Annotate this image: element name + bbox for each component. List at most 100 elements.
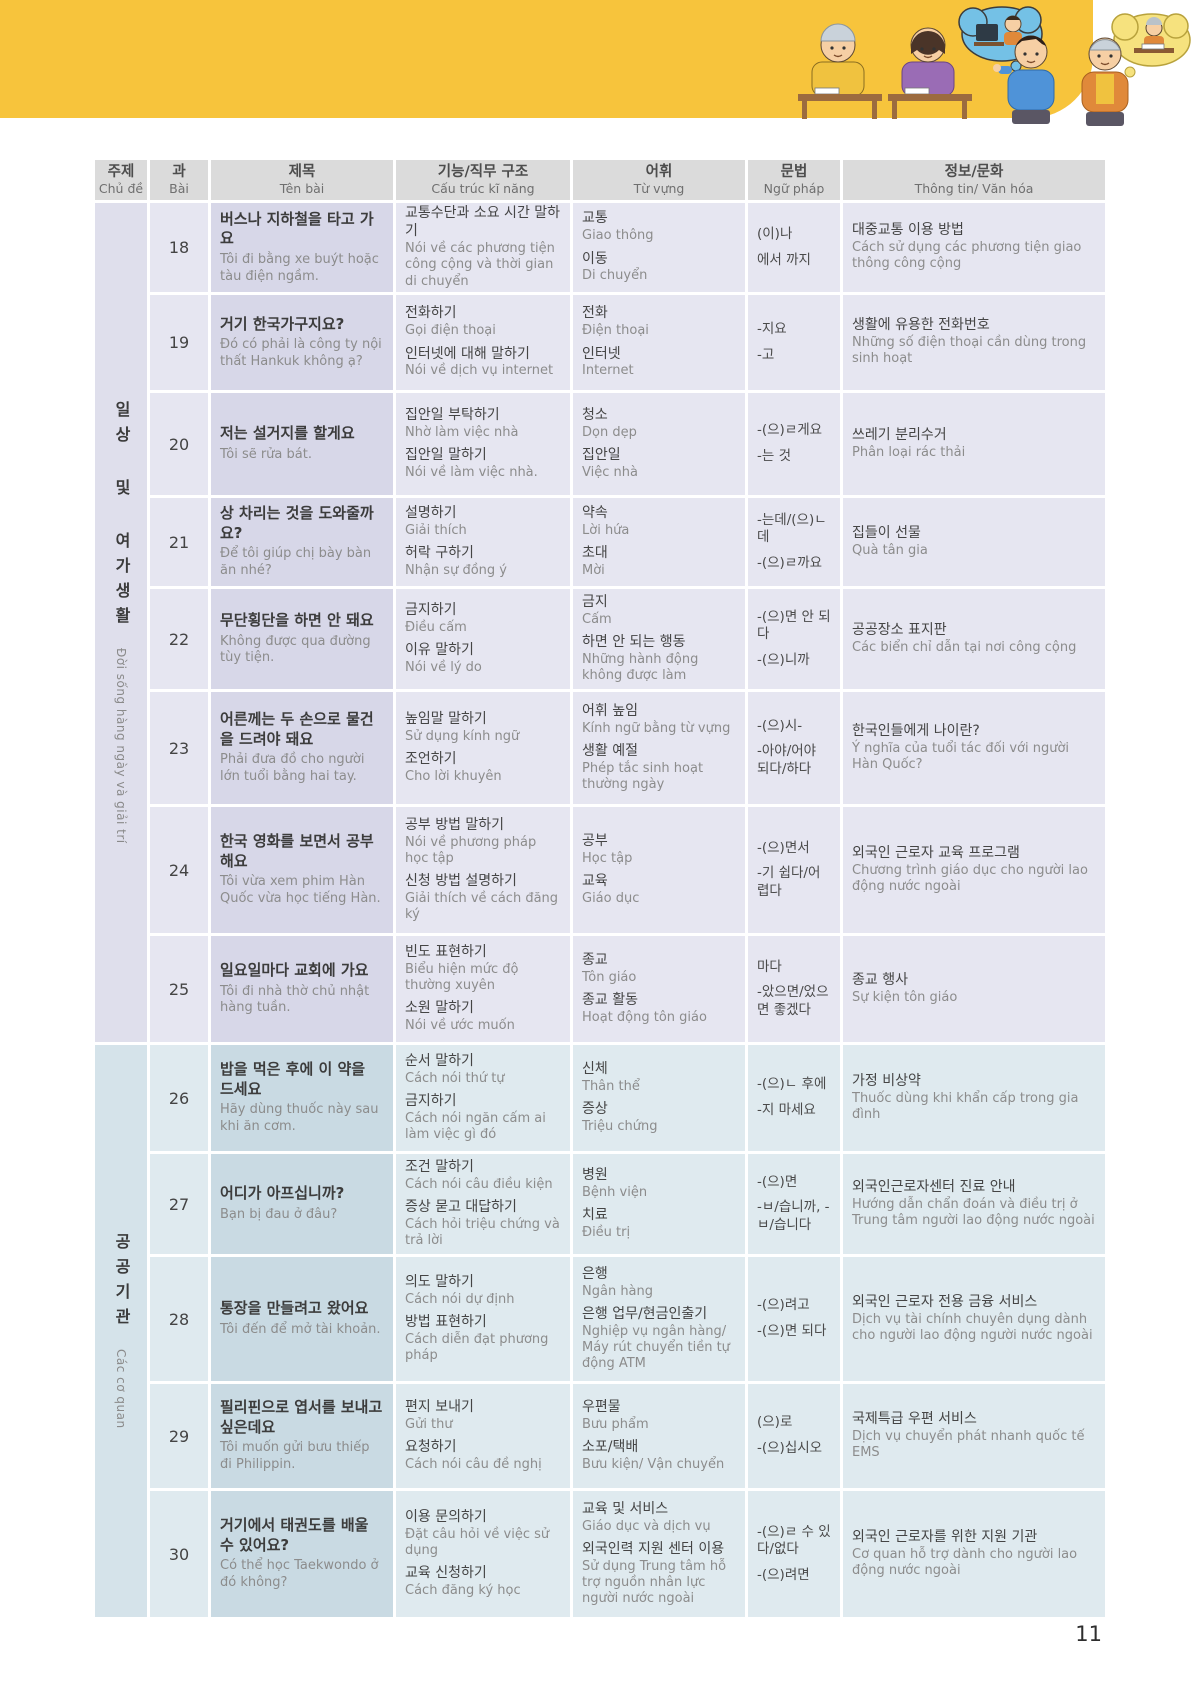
lesson-title-ko: 버스나 지하철을 타고 가요 (220, 209, 374, 248)
student-standing-man-icon (993, 35, 1055, 124)
skill-vi: Cách đăng ký học (405, 1583, 521, 1599)
thought-bubble-computer-icon (958, 6, 1043, 72)
lesson-title-cell: 거기 한국가구지요? Đó có phải là công ty nội thất… (211, 295, 393, 390)
info-item: 한국인들에게 나이란? Ý nghĩa của tuổi tác đối với … (852, 723, 1096, 773)
skill-ko: 교육 신청하기 (405, 1565, 487, 1582)
vocab-item: 외국인력 지원 센터 이용 Sử dụng Trung tâm hỗ trợ ng… (582, 1541, 736, 1608)
skills-cell: 집안일 부탁하기 Nhờ làm việc nhà 집안일 말하기 Nói về là… (396, 393, 570, 495)
grammar-item: -(으)려면 (757, 1566, 810, 1583)
grammar-item: -는데/(으)ㄴ데 (757, 511, 827, 546)
grammar-cell: -(으)면 -ㅂ/습니까, -ㅂ/습니다 (748, 1154, 840, 1254)
grammar-item: -(으)니까 (757, 651, 810, 668)
vocab-vi: Giao thông (582, 228, 654, 244)
vocab-cell: 종교 Tôn giáo 종교 활동 Hoạt động tôn giáo (573, 936, 745, 1042)
skills-cell: 전화하기 Gọi điện thoại 인터넷에 대해 말하기 Nói về dịch… (396, 295, 570, 390)
grammar-item: -ㅂ/습니까, -ㅂ/습니다 (757, 1199, 830, 1233)
skill-ko: 신청 방법 설명하기 (405, 873, 517, 889)
lesson-number: 30 (150, 1491, 208, 1617)
vocab-cell: 우편물 Bưu phẩm 소포/택배 Bưu kiện/ Vận chuyển (573, 1384, 745, 1488)
skills-cell: 금지하기 Điều cấm 이유 말하기 Nói về lý do (396, 589, 570, 689)
info-ko: 집들이 선물 (852, 524, 921, 541)
skill-item: 이유 말하기 Nói về lý do (405, 642, 561, 676)
vocab-item: 집안일 Việc nhà (582, 447, 736, 481)
header-label-vi: Chủ đề (98, 180, 144, 196)
vocab-item: 이동 Di chuyển (582, 251, 736, 285)
lesson-title-vi: Bạn bị đau ở đâu? (220, 1206, 338, 1222)
lesson-title-vi: Đó có phải là công ty nội thất Hankuk kh… (220, 337, 382, 369)
skill-vi: Cách nói ngăn cấm ai làm việc gì đó (405, 1110, 546, 1143)
vocab-ko: 교육 (582, 873, 608, 889)
grammar-item: (이)나 (757, 225, 793, 242)
lesson-title-vi: Hãy dùng thuốc này sau khi ăn cơm. (220, 1102, 379, 1134)
skills-cell: 빈도 표현하기 Biểu hiện mức độ thường xuyên 소원 말… (396, 936, 570, 1042)
skills-cell: 조건 말하기 Cách nói câu điều kiện 증상 묻고 대답하기 Cá… (396, 1154, 570, 1254)
vocab-vi: Kính ngữ bằng từ vựng (582, 720, 731, 736)
lesson-title-vi: Tôi đến để mở tài khoản. (220, 1321, 381, 1337)
header-label-ko: 어휘 (645, 164, 673, 181)
vocab-vi: Điều trị (582, 1224, 631, 1240)
info-vi: Quà tân gia (852, 542, 928, 558)
vocab-item: 우편물 Bưu phẩm (582, 1399, 736, 1433)
lesson-number: 29 (150, 1384, 208, 1488)
vocab-ko: 소포/택배 (582, 1439, 639, 1455)
lesson-title-ko: 저는 설거지를 할게요 (220, 424, 355, 443)
grammar-cell: -(으)시- -아야/어야 되다/하다 (748, 692, 840, 804)
grammar-item: -(으)면 안 되다 (757, 608, 831, 643)
vocab-cell: 전화 Điện thoại 인터넷 Internet (573, 295, 745, 390)
grammar-item: -지요 (757, 320, 787, 337)
vocab-cell: 교통 Giao thông 이동 Di chuyển (573, 203, 745, 292)
info-cell: 국제특급 우편 서비스 Dịch vụ chuyển phát nhanh quố… (843, 1384, 1105, 1488)
vocab-vi: Dọn dẹp (582, 424, 637, 440)
info-cell: 외국인 근로자 전용 금융 서비스 Dịch vụ tài chính chuyê… (843, 1257, 1105, 1381)
skill-item: 소원 말하기 Nói về ước muốn (405, 1000, 561, 1034)
header-label-vi: Cấu trúc kĩ năng (431, 180, 535, 196)
grammar-item: -(으)ㄹ까요 (757, 554, 823, 571)
skill-item: 방법 표현하기 Cách diễn đạt phương pháp (405, 1314, 561, 1364)
vocab-vi: Di chuyển (582, 268, 648, 284)
skill-ko: 설명하기 (405, 504, 457, 521)
vocab-item: 공부 Học tập (582, 833, 736, 867)
skill-vi: Cách nói dự định (405, 1291, 515, 1307)
info-item: 외국인근로자센터 진료 안내 Hướng dẫn chẩn đoán và điề… (852, 1179, 1096, 1229)
vocab-cell: 청소 Dọn dẹp 집안일 Việc nhà (573, 393, 745, 495)
info-vi: Hướng dẫn chẩn đoán và điều trị ở Trung … (852, 1196, 1095, 1228)
skill-vi: Cách nói câu điều kiện (405, 1176, 553, 1192)
skill-vi: Giải thích (405, 522, 467, 538)
skill-item: 신청 방법 설명하기 Giải thích về cách đăng ký (405, 873, 561, 923)
info-ko: 종교 행사 (852, 971, 908, 988)
vocab-ko: 교육 및 서비스 (582, 1500, 669, 1517)
lesson-number: 28 (150, 1257, 208, 1381)
info-ko: 쓰레기 분리수거 (852, 426, 947, 443)
skill-item: 전화하기 Gọi điện thoại (405, 305, 561, 339)
vocab-item: 병원 Bệnh viện (582, 1167, 736, 1201)
skill-ko: 방법 표현하기 (405, 1313, 487, 1330)
skill-ko: 허락 구하기 (405, 545, 474, 561)
info-vi: Chương trình giáo dục cho người lao động… (852, 862, 1088, 894)
skill-ko: 높임말 말하기 (405, 710, 487, 727)
grammar-item: -고 (757, 346, 775, 363)
info-ko: 대중교통 이용 방법 (852, 222, 964, 239)
lesson-title-cell: 버스나 지하철을 타고 가요 Tôi đi bằng xe buýt hoặc t… (211, 203, 393, 292)
vocab-ko: 청소 (582, 406, 608, 423)
header-label-vi: Từ vựng (633, 180, 685, 196)
skill-vi: Nói về dịch vụ internet (405, 363, 554, 379)
lesson-title-ko: 통장을 만들려고 왔어요 (220, 1299, 369, 1318)
skill-ko: 인터넷에 대해 말하기 (405, 345, 530, 362)
header-cell: 정보/문화 Thông tin/ Văn hóa (843, 160, 1105, 200)
vocab-cell: 신체 Thân thể 증상 Triệu chứng (573, 1045, 745, 1151)
vocab-item: 교통 Giao thông (582, 210, 736, 244)
skills-cell: 이용 문의하기 Đặt câu hỏi về việc sử dụng 교육 신청하… (396, 1491, 570, 1617)
header-label-vi: Ngữ pháp (763, 180, 825, 196)
info-cell: 한국인들에게 나이란? Ý nghĩa của tuổi tác đối với … (843, 692, 1105, 804)
info-vi: Sự kiện tôn giáo (852, 989, 958, 1005)
vocab-item: 금지 Cấm (582, 594, 736, 628)
lesson-title-cell: 일요일마다 교회에 가요 Tôi đi nhà thờ chủ nhật hàng… (211, 936, 393, 1042)
info-item: 쓰레기 분리수거 Phân loại rác thải (852, 427, 1096, 461)
vocab-ko: 집안일 (582, 447, 621, 463)
vocab-vi: Bưu kiện/ Vận chuyển (582, 1456, 725, 1472)
theme-label-vi: Đời sống hàng ngày và giải trí (114, 648, 128, 844)
skill-ko: 조언하기 (405, 751, 457, 767)
vocab-vi: Những hành động không được làm (582, 651, 699, 684)
vocab-item: 교육 및 서비스 Giáo dục và dịch vụ (582, 1501, 736, 1535)
skill-vi: Cách nói thứ tự (405, 1070, 505, 1086)
